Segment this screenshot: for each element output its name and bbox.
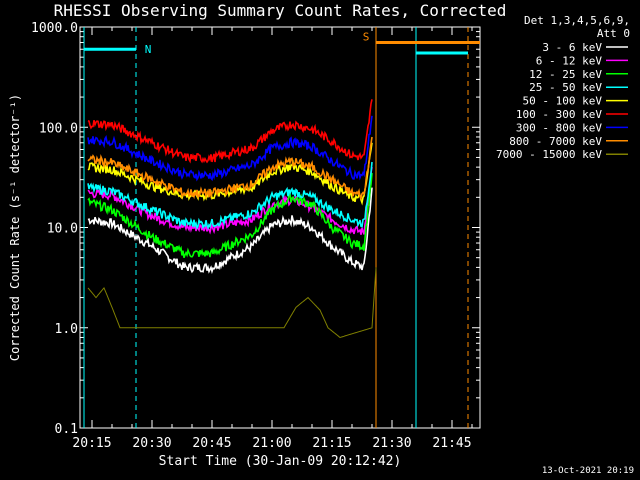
legend-header-line-2: Att 0 [596,27,630,40]
y-tick-label: 100.0 [39,121,78,136]
legend-label: 12 - 25 keV [529,68,602,81]
footer-date: 13-Oct-2021 20:19 [541,466,634,476]
y-tick-label: 1.0 [55,322,78,337]
legend-label: 800 - 7000 keV [509,135,602,148]
series-line-800-7000-kev [87,136,373,202]
legend-label: 7000 - 15000 keV [496,148,602,161]
legend-label: 300 - 800 keV [516,121,602,134]
series-line-25-50-kev [87,161,373,230]
legend-label: 25 - 50 keV [529,81,602,94]
series-line-7000-15000-kev [87,267,377,339]
series-line-3-6-kev [87,187,373,275]
y-tick-label: 0.1 [55,422,78,437]
x-tick-label: 21:15 [312,436,351,451]
x-axis-label: Start Time (30-Jan-09 20:12:42) [158,454,402,469]
x-tick-label: 21:45 [432,436,471,451]
series-line-300-800-kev [87,115,373,182]
x-tick-label: 20:30 [132,436,171,451]
legend-label: 3 - 6 keV [542,41,602,54]
x-tick-label: 21:30 [372,436,411,451]
x-tick-label: 20:45 [192,436,231,451]
legend-label: 100 - 300 keV [516,108,602,121]
plot-frame [79,26,481,429]
series-line-12-25-kev [87,172,373,259]
legend-header-line-1: Det 1,3,4,5,6,9, [524,14,630,27]
legend-label: 6 - 12 keV [536,54,603,67]
x-tick-label: 21:00 [252,436,291,451]
legend-label: 50 - 100 keV [523,95,603,108]
y-tick-label: 10.0 [47,222,78,237]
y-tick-label: 1000.0 [31,21,78,36]
chart-title: RHESSI Observing Summary Count Rates, Co… [53,1,507,20]
annotation-label: S [363,31,370,44]
series-line-50-100-kev [87,142,373,206]
x-tick-label: 20:15 [72,436,111,451]
annotation-label: N [145,43,152,56]
series-line-100-300-kev [87,99,373,164]
y-axis-label: Corrected Count Rate (s⁻¹ detector⁻¹) [8,94,22,361]
series-line-6-12-kev [87,166,373,235]
